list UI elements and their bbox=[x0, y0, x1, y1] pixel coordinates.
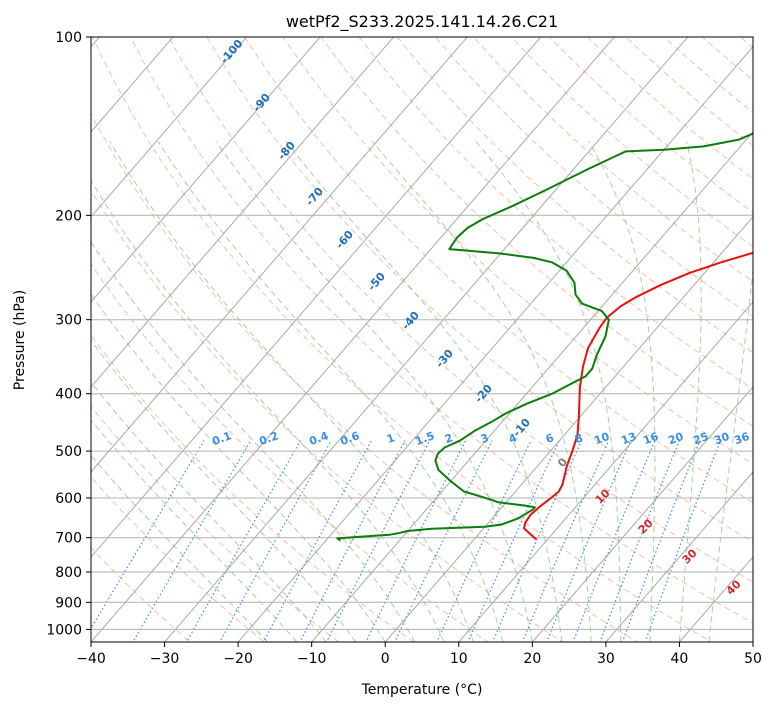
x-axis-label: Temperature (°C) bbox=[361, 682, 483, 698]
x-tick-label: 10 bbox=[450, 651, 468, 667]
sounding-profiles bbox=[336, 132, 753, 542]
y-tick-label: 800 bbox=[55, 565, 82, 581]
mixing-ratio-line bbox=[521, 440, 610, 642]
isotherm-line bbox=[384, 216, 753, 642]
mixing-ratio-label: 0.4 bbox=[307, 429, 330, 448]
isotherm-line bbox=[237, 46, 753, 642]
mixing-ratio-label: 36 bbox=[732, 430, 751, 448]
x-tick-label: 40 bbox=[671, 651, 689, 667]
mixing-ratio-label: 10 bbox=[592, 430, 611, 448]
mixing-ratio-label: 1 bbox=[385, 431, 397, 446]
mixing-ratio-line bbox=[132, 440, 252, 642]
dry-adiabat-line bbox=[358, 37, 753, 390]
y-tick-label: 100 bbox=[55, 30, 82, 46]
dry-adiabat-line bbox=[130, 37, 753, 624]
mixing-ratio-line bbox=[467, 440, 560, 642]
x-tick-label: 50 bbox=[744, 651, 762, 667]
isotherm-line bbox=[91, 37, 321, 303]
isotherm-line bbox=[91, 37, 248, 218]
x-tick-label: 30 bbox=[597, 651, 615, 667]
mixing-ratio-label: 0.2 bbox=[257, 429, 280, 448]
mixing-ratio-label: 1.5 bbox=[413, 429, 436, 448]
mixing-ratio-line bbox=[365, 440, 467, 642]
x-tick-label: −40 bbox=[76, 651, 106, 667]
mixing-ratio-line bbox=[545, 440, 632, 642]
dry-adiabat-line bbox=[91, 263, 489, 642]
x-tick-label: −20 bbox=[223, 651, 253, 667]
y-tick-label: 400 bbox=[55, 387, 82, 403]
isotherm-line bbox=[91, 37, 174, 133]
mixing-ratio-line bbox=[326, 440, 431, 642]
mixing-ratio-label: 3 bbox=[479, 431, 491, 446]
dry-adiabat-line bbox=[91, 189, 564, 642]
mixing-ratio-label: 30 bbox=[712, 430, 731, 448]
isotherm-line bbox=[91, 37, 395, 388]
mixing-ratio-line bbox=[262, 440, 373, 642]
mixing-ratio-line bbox=[219, 440, 332, 642]
isotherm-line bbox=[91, 37, 542, 558]
dewpoint-profile-line bbox=[336, 132, 753, 542]
y-axis-label: Pressure (hPa) bbox=[12, 290, 28, 390]
mixing-ratio-label: 13 bbox=[619, 430, 638, 447]
mixing-ratio-label: 16 bbox=[641, 430, 660, 448]
mixing-ratio-label: 8 bbox=[573, 431, 585, 446]
mixing-ratio-line bbox=[394, 440, 493, 642]
isotherm-line bbox=[91, 37, 468, 473]
mixing-ratio-line bbox=[185, 440, 302, 642]
y-tick-label: 700 bbox=[55, 531, 82, 547]
y-tick-label: 200 bbox=[55, 208, 82, 224]
dry-adiabat-line bbox=[91, 113, 639, 642]
mixing-ratio-label: 4 bbox=[507, 431, 519, 446]
dry-adiabat-line bbox=[396, 37, 753, 354]
temperature-profile-line bbox=[523, 251, 753, 541]
dry-adiabat-line bbox=[168, 37, 753, 583]
plot-frame bbox=[90, 36, 754, 643]
mixing-ratio-label: 0.6 bbox=[338, 429, 361, 448]
dry-adiabat-line bbox=[91, 405, 340, 642]
mixing-ratio-label: 25 bbox=[691, 430, 710, 447]
mixing-ratio-label: 20 bbox=[666, 430, 685, 448]
x-tick-label: 0 bbox=[381, 651, 390, 667]
y-tick-label: 900 bbox=[55, 595, 82, 611]
isotherm-line bbox=[605, 471, 753, 642]
mixing-ratio-line bbox=[299, 440, 406, 642]
isotherm-line bbox=[311, 131, 753, 642]
dry-adiabat-line bbox=[320, 37, 753, 427]
y-tick-label: 1000 bbox=[46, 622, 82, 638]
isotherm-line bbox=[458, 301, 753, 642]
pressure-gridlines bbox=[91, 37, 753, 630]
dry-adiabat-line bbox=[206, 37, 753, 543]
y-tick-label: 500 bbox=[55, 444, 82, 460]
mixing-ratio-label: 2 bbox=[443, 431, 455, 446]
x-tick-label: −30 bbox=[150, 651, 180, 667]
dry-adiabat-line bbox=[91, 37, 713, 642]
isotherm-line bbox=[163, 37, 689, 642]
dry-adiabat-line bbox=[91, 547, 191, 642]
isotherm-line bbox=[91, 37, 616, 642]
mixing-ratio-label: 0.1 bbox=[210, 429, 233, 448]
x-tick-label: −10 bbox=[297, 651, 327, 667]
dry-adiabat-line bbox=[91, 334, 415, 642]
y-tick-label: 300 bbox=[55, 313, 82, 329]
axis-ticks: −40 −30 −20 −10 0 10 20 30 40 50 1000 900 800 700 600 5… bbox=[46, 30, 762, 667]
dry-adiabat-line bbox=[472, 37, 753, 283]
x-tick-label: 20 bbox=[523, 651, 541, 667]
mixing-ratio-line bbox=[492, 440, 583, 642]
isotherm-line bbox=[531, 386, 753, 642]
mixing-ratio-label: 6 bbox=[544, 431, 556, 446]
chart-title: wetPf2_S233.2025.141.14.26.C21 bbox=[286, 12, 558, 32]
y-tick-label: 600 bbox=[55, 491, 82, 507]
